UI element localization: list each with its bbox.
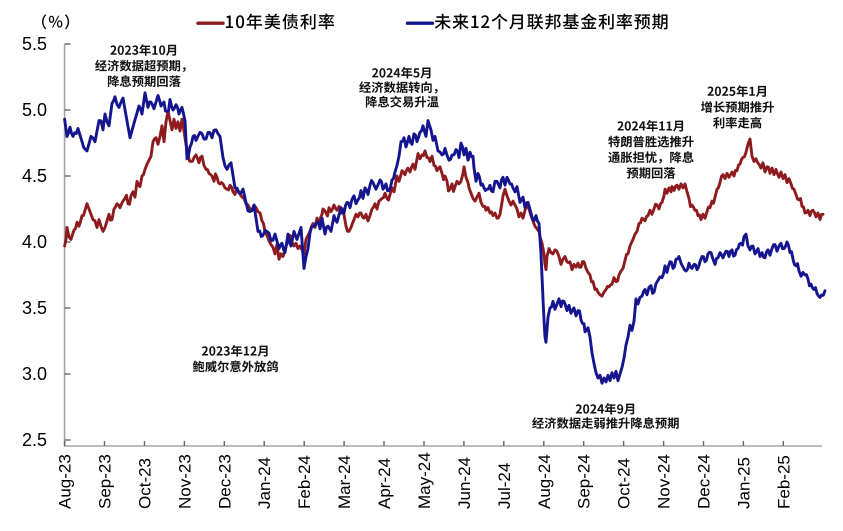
svg-text:Jan-25: Jan-25: [734, 457, 753, 509]
svg-text:Sep-23: Sep-23: [96, 454, 115, 509]
svg-text:Dec-23: Dec-23: [215, 454, 234, 509]
svg-text:Nov-23: Nov-23: [175, 454, 194, 509]
svg-text:5.5: 5.5: [22, 34, 47, 54]
svg-text:3.5: 3.5: [22, 298, 47, 318]
svg-text:3.0: 3.0: [22, 364, 47, 384]
svg-text:Jul-24: Jul-24: [495, 463, 514, 509]
svg-text:4.0: 4.0: [22, 232, 47, 252]
svg-text:4.5: 4.5: [22, 166, 47, 186]
svg-text:Aug-24: Aug-24: [535, 454, 554, 509]
svg-text:2.5: 2.5: [22, 430, 47, 450]
svg-text:Mar-24: Mar-24: [335, 455, 354, 509]
svg-text:Aug-23: Aug-23: [56, 454, 75, 509]
svg-text:Apr-24: Apr-24: [375, 458, 394, 509]
svg-text:Sep-24: Sep-24: [575, 454, 594, 509]
svg-text:Jun-24: Jun-24: [455, 457, 474, 509]
svg-text:5.0: 5.0: [22, 100, 47, 120]
svg-text:Feb-24: Feb-24: [295, 455, 314, 509]
svg-text:Feb-25: Feb-25: [774, 455, 793, 509]
svg-text:Nov-24: Nov-24: [655, 454, 674, 509]
svg-text:Oct-23: Oct-23: [136, 458, 155, 509]
svg-text:Jan-24: Jan-24: [255, 457, 274, 509]
svg-text:May-24: May-24: [415, 452, 434, 509]
svg-text:Oct-24: Oct-24: [615, 458, 634, 509]
svg-text:Dec-24: Dec-24: [695, 454, 714, 509]
